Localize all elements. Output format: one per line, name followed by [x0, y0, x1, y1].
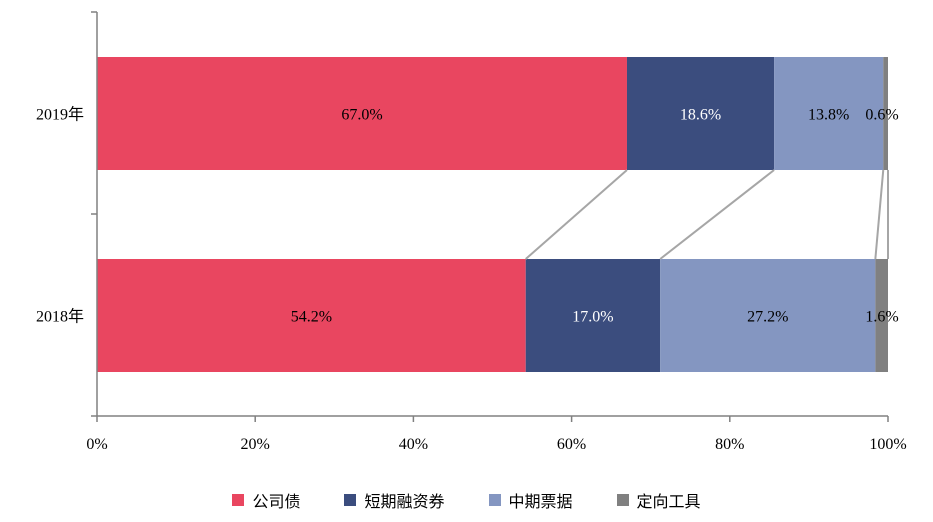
- data-label: 13.8%: [808, 107, 849, 124]
- data-label: 54.2%: [291, 309, 332, 326]
- series-line: [525, 169, 628, 260]
- bar-segment: [660, 259, 876, 372]
- data-label: 17.0%: [572, 309, 613, 326]
- x-tick-label: 20%: [241, 436, 270, 453]
- bar-segment: [875, 259, 888, 372]
- data-label: 1.6%: [865, 309, 898, 326]
- legend-label: 公司债: [252, 492, 301, 511]
- category-label: 2019年: [36, 106, 84, 124]
- bar-segment: [626, 57, 775, 170]
- legend-swatch: [616, 494, 629, 506]
- data-label: 0.6%: [865, 107, 898, 124]
- x-tick-label: 40%: [399, 436, 428, 453]
- legend-label: 中期票据: [508, 492, 573, 511]
- legend-swatch: [488, 494, 501, 506]
- legend-swatch: [344, 494, 357, 506]
- category-label: 2018年: [36, 308, 84, 326]
- data-label: 18.6%: [680, 107, 721, 124]
- legend-item-corporate-bonds: 公司债: [232, 488, 300, 512]
- legend-item-medium-term-notes: 中期票据: [488, 488, 573, 512]
- bar-segment: [774, 57, 884, 170]
- bar-segment: [525, 259, 661, 372]
- bar-segment: [883, 57, 888, 170]
- x-tick-label: 100%: [869, 436, 906, 453]
- series-line: [659, 169, 775, 260]
- legend: 公司债 短期融资券 中期票据 定向工具: [0, 486, 933, 514]
- legend-label: 定向工具: [636, 492, 701, 511]
- bar-segment: [97, 259, 526, 372]
- legend-label: 短期融资券: [364, 492, 445, 511]
- legend-swatch: [232, 494, 245, 506]
- bar-segment: [97, 57, 627, 170]
- x-tick-label: 60%: [557, 436, 586, 453]
- x-tick-label: 0%: [86, 436, 107, 453]
- legend-item-short-term-bills: 短期融资券: [344, 488, 445, 512]
- data-label: 67.0%: [341, 107, 382, 124]
- data-label: 27.2%: [747, 309, 788, 326]
- legend-item-directed-instruments: 定向工具: [616, 488, 701, 512]
- x-tick-label: 80%: [715, 436, 744, 453]
- series-line: [874, 169, 885, 260]
